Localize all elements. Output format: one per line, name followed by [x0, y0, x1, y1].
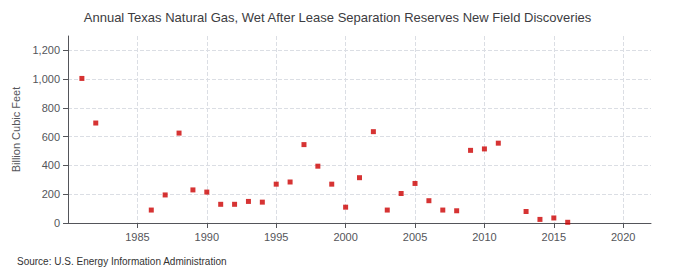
svg-text:600: 600 [42, 131, 60, 143]
svg-text:2000: 2000 [333, 231, 357, 243]
svg-text:1,000: 1,000 [32, 73, 60, 85]
svg-text:1,200: 1,200 [32, 44, 60, 56]
svg-text:2005: 2005 [403, 231, 427, 243]
svg-text:1985: 1985 [125, 231, 149, 243]
svg-text:400: 400 [42, 159, 60, 171]
svg-text:Billion Cubic Feet: Billion Cubic Feet [10, 87, 22, 173]
svg-text:2020: 2020 [611, 231, 635, 243]
svg-text:Source: U.S. Energy Informatio: Source: U.S. Energy Information Administ… [17, 256, 227, 267]
svg-text:200: 200 [42, 188, 60, 200]
svg-text:2015: 2015 [542, 231, 566, 243]
svg-text:800: 800 [42, 102, 60, 114]
svg-text:1995: 1995 [264, 231, 288, 243]
svg-text:0: 0 [54, 217, 60, 229]
svg-text:1990: 1990 [195, 231, 219, 243]
svg-text:Annual Texas Natural Gas, Wet: Annual Texas Natural Gas, Wet After Leas… [84, 10, 592, 25]
svg-text:2010: 2010 [472, 231, 496, 243]
